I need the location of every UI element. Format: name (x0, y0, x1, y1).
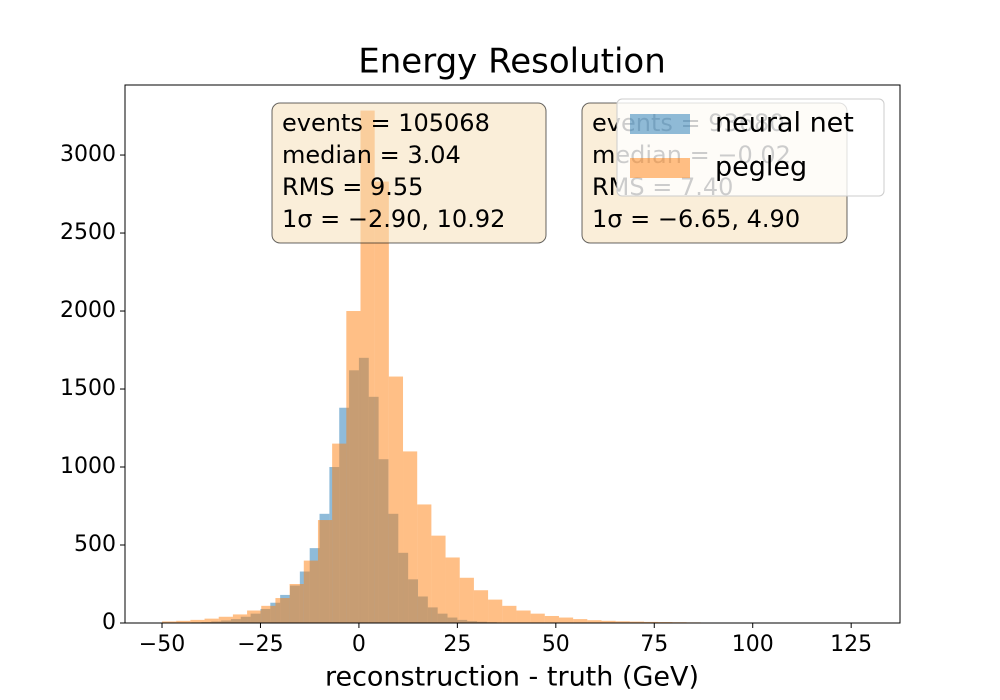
histogram-bar (162, 621, 177, 623)
histogram-bar (247, 610, 262, 623)
histogram-bar (417, 504, 432, 623)
histogram-bar (445, 557, 460, 623)
annotation-text: 1σ = −6.65, 4.90 (592, 205, 800, 233)
x-tick-label: 25 (443, 632, 471, 657)
histogram-bar (218, 616, 233, 623)
histogram-bar (488, 599, 503, 623)
histogram-bar (190, 619, 205, 623)
annotation-text: RMS = 9.55 (282, 173, 423, 201)
histogram-bar (644, 621, 659, 623)
x-tick-label: 0 (352, 632, 366, 657)
histogram-bar (317, 520, 333, 623)
x-tick-label: 100 (732, 632, 774, 657)
histogram-bar (303, 560, 318, 623)
chart-title: Energy Resolution (358, 42, 666, 82)
histogram-bar (204, 618, 219, 623)
histogram-bar (275, 598, 290, 623)
y-tick-label: 2500 (60, 220, 116, 245)
histogram-bar (601, 620, 616, 623)
histogram-bar (176, 620, 191, 623)
y-tick-label: 500 (74, 532, 116, 557)
histogram-bar (558, 617, 574, 623)
x-tick-label: 75 (640, 632, 668, 657)
histogram-bar (374, 181, 389, 624)
histogram-bar (332, 443, 347, 623)
x-axis-label: reconstruction - truth (GeV) (325, 662, 699, 693)
x-tick-label: −25 (237, 632, 283, 657)
y-tick-label: 1500 (60, 376, 116, 401)
legend-label: pegleg (715, 152, 807, 183)
histogram-bar (403, 451, 418, 623)
histogram-bar (289, 584, 304, 623)
y-tick-label: 0 (102, 610, 116, 635)
histogram-bar (502, 605, 517, 623)
histogram-bar (473, 590, 489, 623)
x-tick-label: −50 (139, 632, 185, 657)
y-tick-label: 1000 (60, 454, 116, 479)
histogram-bar (629, 621, 645, 623)
histogram-bar (346, 311, 361, 623)
plot-frame (124, 84, 901, 624)
histogram-bar (530, 613, 545, 623)
legend-swatch (630, 114, 690, 134)
histogram-bar (544, 615, 559, 623)
y-tick-label: 2000 (60, 298, 116, 323)
annotation-box (271, 102, 547, 244)
histogram-bar (261, 605, 276, 623)
legend-swatch (630, 158, 690, 178)
histogram-bar (388, 376, 404, 623)
x-tick-label: 50 (542, 632, 570, 657)
histogram-bar (573, 619, 588, 623)
annotation-text: median = 3.04 (282, 141, 461, 169)
annotation-text: events = 105068 (282, 109, 490, 137)
x-tick-label: 125 (830, 632, 872, 657)
annotation-text: 1σ = −2.90, 10.92 (282, 205, 505, 233)
histogram-bar (587, 620, 602, 623)
legend-label: neural net (715, 108, 854, 139)
histogram-bar (516, 610, 531, 623)
histogram-bar (232, 614, 248, 623)
y-tick-label: 3000 (60, 142, 116, 167)
histogram-bar (459, 577, 474, 623)
histogram-bar (431, 535, 446, 623)
histogram-bar (615, 621, 630, 623)
